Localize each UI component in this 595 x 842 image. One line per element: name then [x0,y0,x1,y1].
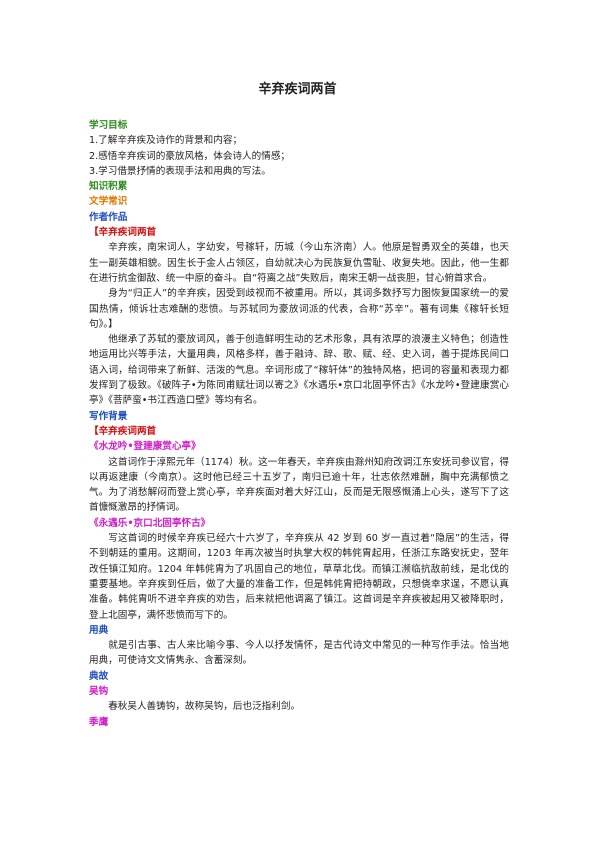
heading: 写作背景 [89,410,128,422]
paragraph: 身为“归正人”的辛弃疾，因受到歧视而不被重用。所以，其词多数抒写力图恢复国家统一… [89,288,509,330]
paragraph: 写这首词的时候辛弃疾已经六十六岁了，辛弃疾从 42 岁到 60 岁一直过着“隐居… [89,533,509,621]
list-item: 1.了解辛弃疾及诗作的背景和内容； [89,135,243,147]
list-item: 3.学习借景抒情的表现手法和用典的写法。 [89,165,271,177]
paragraph: 他继承了苏轼的豪放词风，善于创造鲜明生动的艺术形象，具有浓厚的浪漫主义特色；创造… [89,334,509,407]
heading: 知识积累 [89,181,128,193]
paragraph: 这首词作于淳熙元年（1174）秋。这一年春天，辛弃疾由滁州知府改调江东安抚司参议… [89,456,509,514]
list-item: 2.感悟辛弃疾词的豪放风格，体会诗人的情感； [89,150,291,162]
term: 季鹰 [89,716,109,728]
content: 学习目标 1.了解辛弃疾及诗作的背景和内容； 2.感悟辛弃疾词的豪放风格，体会诗… [89,118,509,730]
poem-title: 《水龙吟•登建康赏心亭》 [89,441,201,453]
paragraph: 辛弃疾，南宋词人，字幼安，号稼轩，历城（今山东济南）人。他原是智勇双全的英雄，也… [89,242,509,284]
paragraph: 就是引古事、古人来比喻今事、今人以抒发情怀，是古代诗文中常见的一种写作手法。恰当… [89,640,509,667]
heading: 用典 [89,624,109,636]
title: 辛弃疾词两首 [258,82,337,97]
heading: 作者作品 [89,211,128,223]
subheading: 【辛弃疾词两首 [89,425,157,437]
poem-title: 《永遇乐•京口北固亭怀古》 [89,517,211,529]
heading: 典故 [89,670,109,682]
heading: 学习目标 [89,120,128,131]
subheading: 【辛弃疾词两首 [89,227,157,239]
term: 吴钩 [89,685,109,697]
paragraph: 春秋吴人善铸钩，故称吴钩，后也泛指利剑。 [108,701,301,713]
heading: 文学常识 [89,196,128,208]
